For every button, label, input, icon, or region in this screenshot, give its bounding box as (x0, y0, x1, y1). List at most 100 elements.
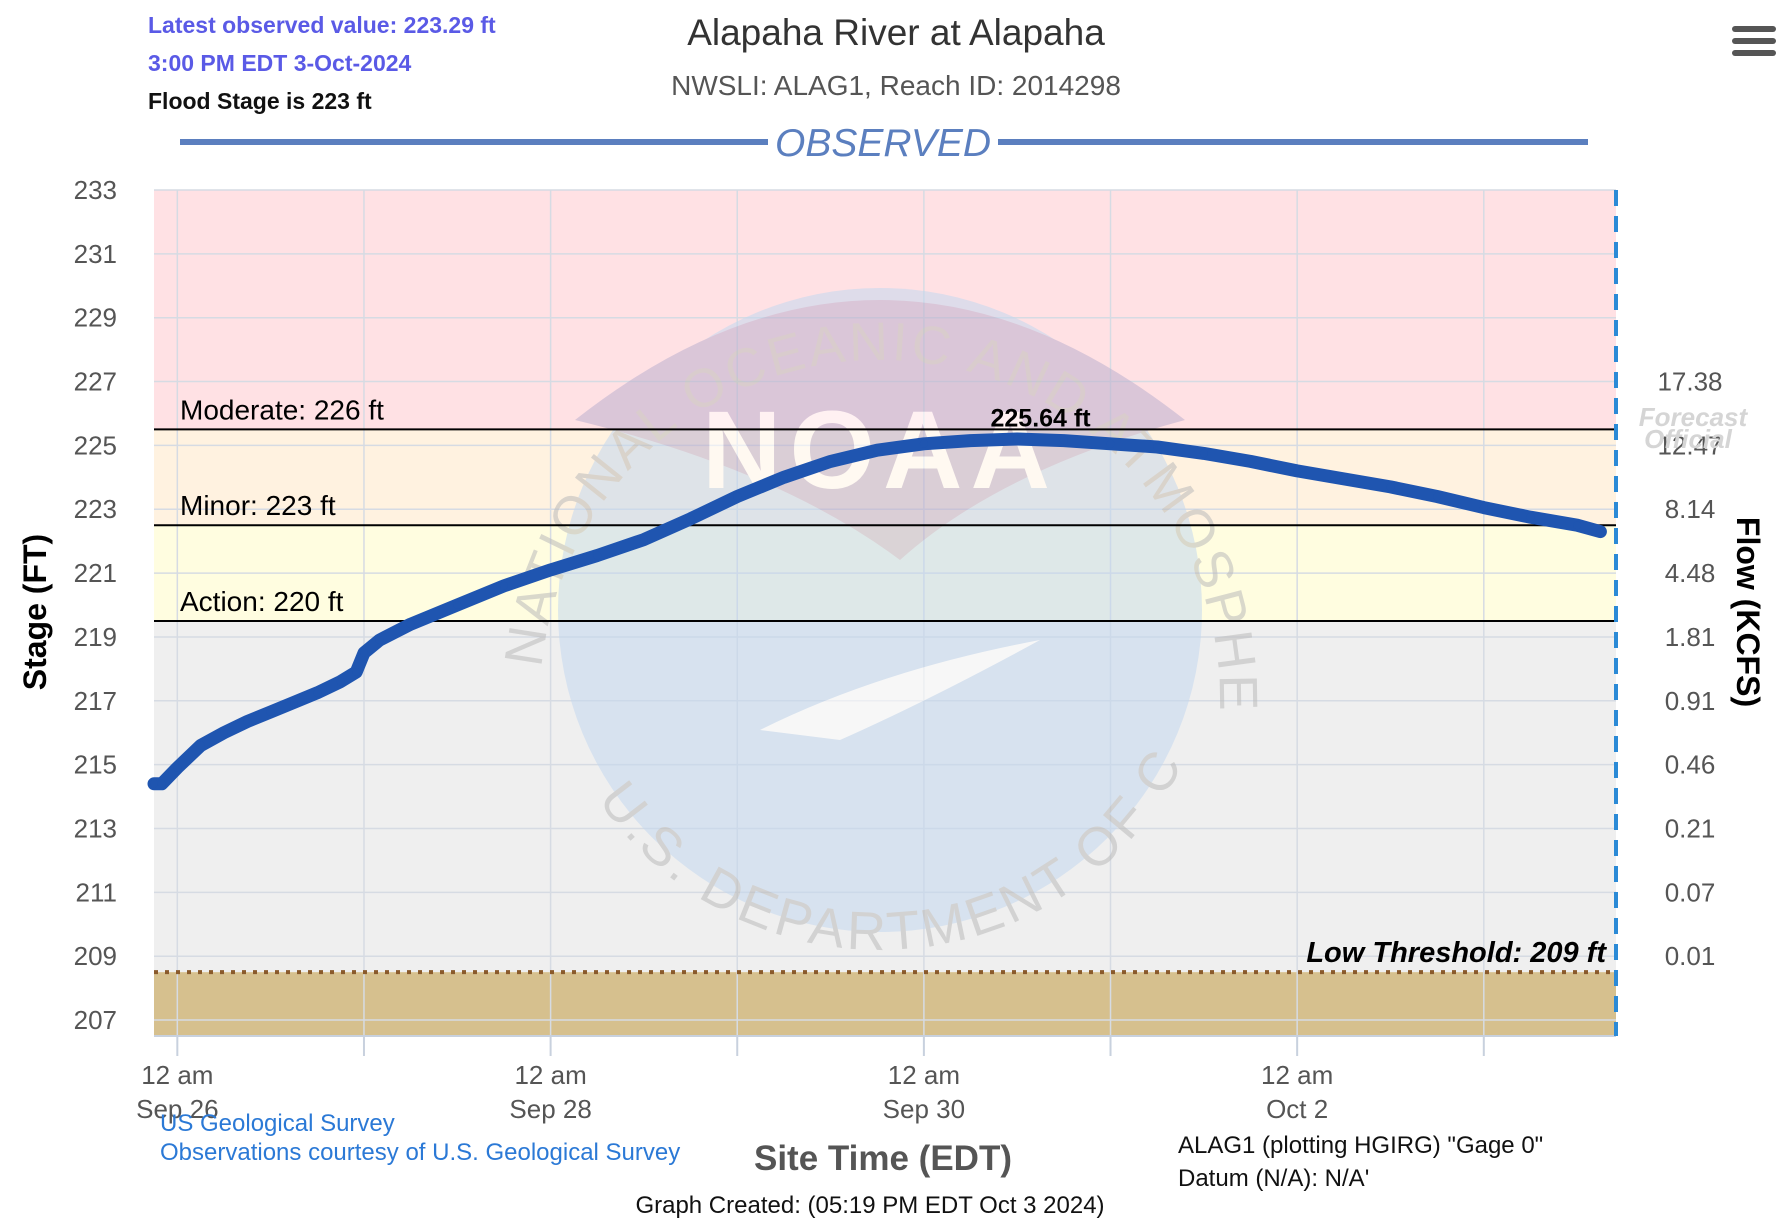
y2-tick-label: 0.46 (1665, 750, 1716, 780)
stage-point (219, 728, 228, 737)
flood-stage-text: Flood Stage is 223 ft (148, 88, 372, 114)
stage-point (639, 535, 648, 544)
stage-point (1246, 457, 1255, 466)
stage-point (1106, 439, 1115, 448)
stage-point (173, 763, 182, 772)
stage-point (1339, 474, 1348, 483)
stage-point (779, 473, 788, 482)
stage-point (243, 717, 252, 726)
stage-point (919, 439, 928, 448)
graph-created-timestamp: Graph Created: (05:19 PM EDT Oct 3 2024) (635, 1192, 1105, 1219)
stage-point (499, 581, 508, 590)
stage-point (1596, 527, 1605, 536)
stage-point (359, 648, 368, 657)
noaa-bird-shape (760, 640, 1040, 740)
stage-point (453, 601, 462, 610)
stage-point (733, 492, 742, 501)
stage-point (1433, 492, 1442, 501)
x-tick-label: Oct 2 (1266, 1094, 1328, 1124)
y2-tick-label: 4.48 (1665, 558, 1716, 588)
threshold-label-action: Action: 220 ft (180, 586, 344, 617)
stage-point (352, 668, 361, 677)
stage-point (313, 688, 322, 697)
stage-point (593, 551, 602, 560)
y-tick-label: 225 (74, 430, 117, 460)
menu-bar (1732, 50, 1776, 56)
y-axis-title: Stage (FT) (17, 534, 53, 690)
latest-observed-time: 3:00 PM EDT 3-Oct-2024 (148, 50, 412, 76)
stage-point (157, 779, 166, 788)
x-tick-label: 12 am (514, 1060, 586, 1090)
chart-subtitle: NWSLI: ALAG1, Reach ID: 2014298 (671, 70, 1121, 101)
band-low (154, 972, 1616, 1036)
y-tick-label: 229 (74, 303, 117, 333)
stage-point (1386, 482, 1395, 491)
usgs-link[interactable]: US Geological Survey (160, 1110, 395, 1137)
stage-point (966, 436, 975, 445)
latest-observed-value: Latest observed value: 223.29 ft (148, 12, 496, 38)
forecast-watermark-line1: Forecast (1639, 402, 1749, 432)
stage-point (289, 698, 298, 707)
menu-bar (1732, 26, 1776, 32)
stage-series: 225.64 ft (147, 405, 1607, 791)
stage-point (1526, 513, 1535, 522)
stage-point (1479, 503, 1488, 512)
x-tick-label: Sep 26 (136, 1094, 218, 1124)
y-tick-label: 227 (74, 367, 117, 397)
stage-point (1573, 521, 1582, 530)
y-tick-label: 211 (76, 877, 117, 907)
y2-tick-label: 0.07 (1665, 877, 1716, 907)
y-tick-label: 213 (74, 813, 117, 843)
y2-tick-label: 8.14 (1665, 494, 1716, 524)
y2-tick-label: 1.81 (1665, 622, 1716, 652)
y2-tick-label: 0.21 (1665, 813, 1716, 843)
stage-point (1293, 466, 1302, 475)
hamburger-menu-icon[interactable] (1732, 26, 1776, 62)
y-tick-label: 215 (74, 750, 117, 780)
y-tick-label: 209 (74, 941, 117, 971)
x-tick-label: 12 am (1261, 1060, 1333, 1090)
x-tick-label: 12 am (141, 1060, 213, 1090)
stage-point (826, 457, 835, 466)
menu-bar (1732, 38, 1776, 44)
y-tick-label: 217 (74, 686, 117, 716)
threshold-lines: Moderate: 226 ft Minor: 223 ft Action: 220… (154, 394, 1616, 975)
stage-point (686, 514, 695, 523)
x-tick-label: Sep 28 (509, 1094, 591, 1124)
stage-point (1013, 435, 1022, 444)
y2-tick-label: 0.91 (1665, 686, 1716, 716)
threshold-label-moderate: Moderate: 226 ft (180, 394, 384, 425)
y-tick-label: 223 (74, 494, 117, 524)
stage-point (1153, 442, 1162, 451)
stage-point (375, 636, 384, 645)
x-tick-label: Sep 30 (883, 1094, 965, 1124)
y2-tick-label: 17.38 (1657, 367, 1722, 397)
observed-section-label: OBSERVED (775, 122, 991, 165)
y2-tick-label: 12.47 (1657, 430, 1722, 460)
datum-line-1: ALAG1 (plotting HGIRG) "Gage 0" (1178, 1132, 1544, 1159)
stage-point (1059, 436, 1068, 445)
axes: 233 231 229 227 225 223 221 219 217 215 213 211 209 2… (74, 175, 1723, 1124)
y2-axis-title: Flow (KCFS) (1730, 517, 1766, 707)
stage-line (147, 432, 1607, 791)
y2-tick-label: 0.01 (1665, 941, 1716, 971)
stage-point (150, 779, 158, 788)
stage-point (266, 707, 275, 716)
y-tick-label: 219 (74, 622, 117, 652)
stage-point (1199, 449, 1208, 458)
datum-line-2: Datum (N/A): N/A' (1178, 1165, 1370, 1192)
stage-point (546, 565, 555, 574)
peak-label: 225.64 ft (991, 405, 1092, 433)
stage-point (406, 620, 415, 629)
threshold-label-low: Low Threshold: 209 ft (1306, 937, 1607, 969)
stage-point (196, 741, 205, 750)
threshold-label-minor: Minor: 223 ft (180, 490, 336, 521)
x-axis-title: Site Time (EDT) (754, 1139, 1012, 1178)
x-tick-label: 12 am (888, 1060, 960, 1090)
stage-point (873, 446, 882, 455)
y-tick-label: 231 (74, 239, 117, 269)
chart-title: Alapaha River at Alapaha (687, 12, 1105, 53)
usgs-observations-link[interactable]: Observations courtesy of U.S. Geological… (160, 1139, 681, 1166)
y-tick-label: 233 (74, 175, 117, 205)
